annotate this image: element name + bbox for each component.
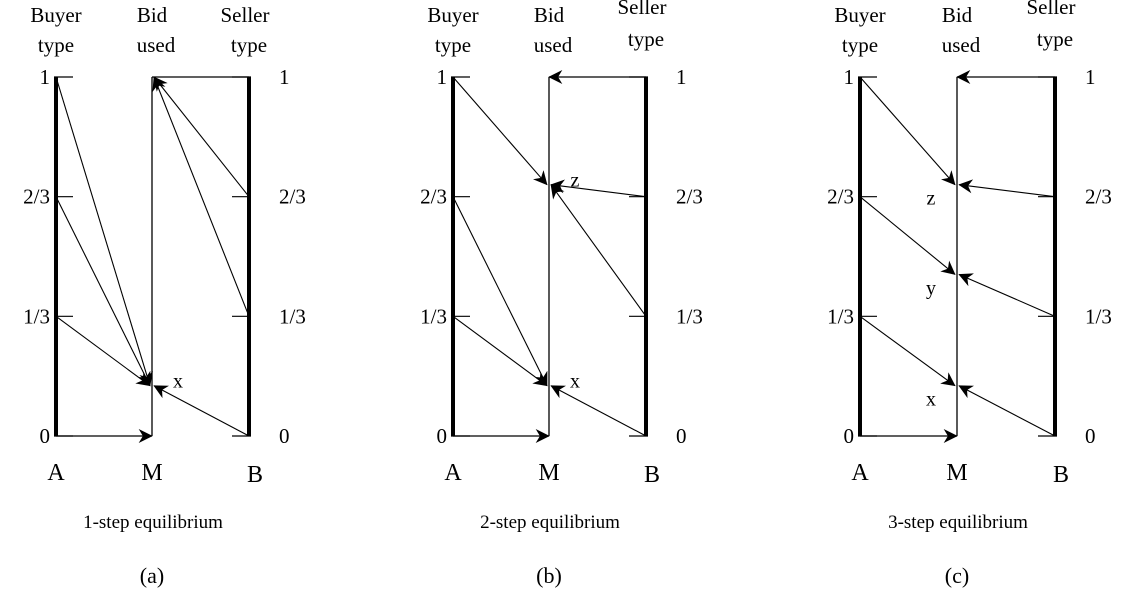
seller-header-line2: type	[628, 27, 664, 51]
seller-tick-label: 1	[676, 65, 687, 89]
buyer-tick-label: 1	[40, 65, 51, 89]
seller-letter: B	[1053, 462, 1069, 488]
bid-arrow	[550, 385, 647, 437]
seller-tick-label: 1	[279, 65, 290, 89]
bid-header-line2: used	[942, 33, 981, 57]
buyer-tick-label: 1/3	[827, 304, 854, 328]
seller-header-line2: type	[231, 33, 267, 57]
buyer-letter: A	[851, 460, 869, 486]
bid-header-line2: used	[534, 33, 573, 57]
seller-header-line1: Seller	[1027, 0, 1076, 19]
bid-arrow	[55, 76, 153, 387]
buyer-tick-label: 1/3	[420, 304, 447, 328]
panel-caption: 2-step equilibrium	[480, 512, 620, 533]
seller-tick-label: 1/3	[676, 304, 703, 328]
buyer-tick-label: 2/3	[420, 185, 447, 209]
bid-header-line1: Bid	[137, 3, 168, 27]
bid-arrow	[859, 76, 956, 186]
seller-header-line2: type	[1037, 27, 1073, 51]
bid-arrow	[153, 76, 250, 197]
buyer-header-line2: type	[435, 33, 471, 57]
buyer-letter: A	[47, 460, 65, 486]
bid-header-line1: Bid	[942, 3, 973, 27]
buyer-tick-label: 2/3	[23, 185, 50, 209]
bid-arrow	[859, 315, 956, 387]
bid-arrow	[55, 196, 151, 387]
buyer-header-line1: Buyer	[427, 3, 478, 27]
equilibrium-label: x	[570, 371, 580, 393]
buyer-header-line1: Buyer	[30, 3, 81, 27]
panel-caption: 3-step equilibrium	[888, 512, 1028, 533]
mid-letter: M	[946, 460, 967, 486]
seller-tick-label: 2/3	[676, 185, 703, 209]
buyer-header-line2: type	[842, 33, 878, 57]
bid-arrow	[153, 385, 250, 437]
buyer-tick-label: 2/3	[827, 185, 854, 209]
equilibrium-label: z	[927, 188, 936, 210]
seller-tick-label: 0	[1085, 424, 1096, 448]
bid-header-line2: used	[137, 33, 176, 57]
bid-arrow	[550, 184, 647, 317]
bid-arrow	[550, 179, 647, 198]
equilibrium-label: y	[926, 277, 936, 299]
seller-header-line1: Seller	[618, 0, 667, 19]
buyer-tick-label: 1	[844, 65, 855, 89]
panel-sublabel: (a)	[140, 563, 164, 588]
buyer-tick-label: 1/3	[23, 304, 50, 328]
seller-tick-label: 1/3	[279, 304, 306, 328]
seller-tick-label: 0	[676, 424, 687, 448]
buyer-tick-label: 0	[844, 424, 855, 448]
equilibrium-label: x	[926, 389, 936, 411]
bid-arrow	[958, 273, 1056, 317]
bid-arrow	[452, 76, 548, 186]
panel-caption: 1-step equilibrium	[83, 512, 223, 533]
bid-arrow	[958, 179, 1056, 198]
seller-header-line1: Seller	[221, 3, 270, 27]
bid-arrow	[55, 315, 151, 387]
buyer-letter: A	[444, 460, 462, 486]
bid-arrow	[452, 315, 548, 387]
buyer-tick-label: 0	[40, 424, 51, 448]
bid-arrow	[152, 76, 250, 317]
seller-letter: B	[644, 462, 660, 488]
seller-tick-label: 1/3	[1085, 304, 1112, 328]
seller-tick-label: 0	[279, 424, 290, 448]
seller-letter: B	[247, 462, 263, 488]
bid-arrow	[958, 385, 1056, 437]
mid-letter: M	[141, 460, 162, 486]
bid-header-line1: Bid	[534, 3, 565, 27]
bid-arrow	[452, 196, 548, 387]
seller-tick-label: 2/3	[1085, 185, 1112, 209]
buyer-header-line1: Buyer	[834, 3, 885, 27]
panel-sublabel: (c)	[945, 563, 969, 588]
equilibrium-label: z	[571, 170, 580, 192]
seller-tick-label: 1	[1085, 65, 1096, 89]
panel-sublabel: (b)	[536, 563, 562, 588]
seller-tick-label: 2/3	[279, 185, 306, 209]
equilibrium-label: x	[173, 371, 183, 393]
buyer-tick-label: 1	[437, 65, 448, 89]
mid-letter: M	[538, 460, 559, 486]
buyer-header-line2: type	[38, 33, 74, 57]
buyer-tick-label: 0	[437, 424, 448, 448]
bid-arrow	[859, 196, 956, 275]
